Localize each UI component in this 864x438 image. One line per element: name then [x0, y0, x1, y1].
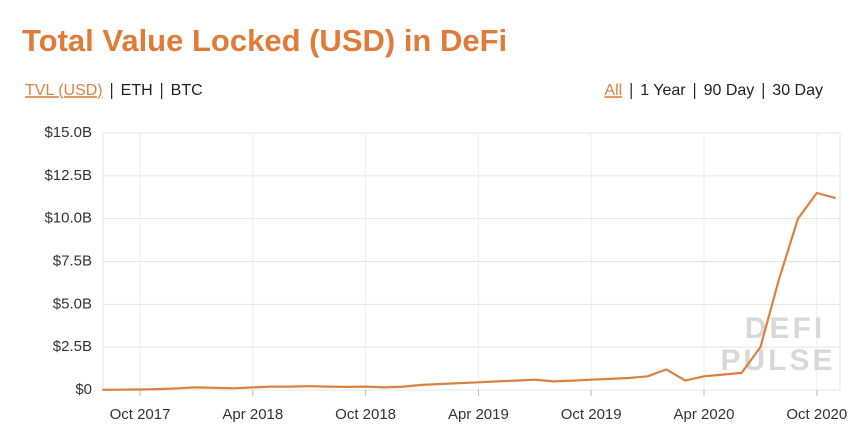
tab[interactable]: BTC	[171, 82, 203, 99]
y-tick-label: $15.0B	[44, 124, 92, 141]
tab[interactable]: All	[604, 82, 622, 99]
y-tick-label: $7.5B	[53, 252, 92, 269]
y-tick-label: $5.0B	[53, 295, 92, 312]
tab[interactable]: TVL (USD)	[25, 82, 103, 99]
series-line	[102, 191, 836, 391]
unit-tabs: TVL (USD) ETH BTC	[25, 82, 203, 99]
y-tick-label: $0	[75, 381, 92, 398]
x-tick-label: Apr 2018	[222, 406, 283, 423]
x-tick-label: Oct 2019	[561, 406, 622, 423]
plot	[102, 191, 836, 391]
grid: $0 $2.5B $5.0B $7.5B $10.0B $12.5B $15.0B Oct 2…	[44, 124, 847, 423]
tab[interactable]: 90 Day	[704, 82, 755, 99]
x-tick-label: Apr 2020	[674, 406, 735, 423]
x-tick-label: Oct 2020	[786, 406, 847, 423]
x-tick-label: Oct 2018	[335, 406, 396, 423]
tab[interactable]: 1 Year	[640, 82, 686, 99]
watermark: DEFI	[745, 312, 825, 345]
chart-title: Total Value Locked (USD) in DeFi	[22, 23, 507, 58]
y-tick-label: $2.5B	[53, 338, 92, 355]
range-tabs: All 1 Year 90 Day 30 Day	[604, 82, 823, 99]
y-tick-label: $12.5B	[44, 167, 92, 184]
y-tick-label: $10.0B	[44, 210, 92, 227]
watermark: PULSE	[720, 344, 835, 377]
tab[interactable]: ETH	[121, 82, 153, 99]
x-tick-label: Oct 2017	[110, 406, 171, 423]
x-tick-label: Apr 2019	[448, 406, 509, 423]
tab[interactable]: 30 Day	[772, 82, 823, 99]
